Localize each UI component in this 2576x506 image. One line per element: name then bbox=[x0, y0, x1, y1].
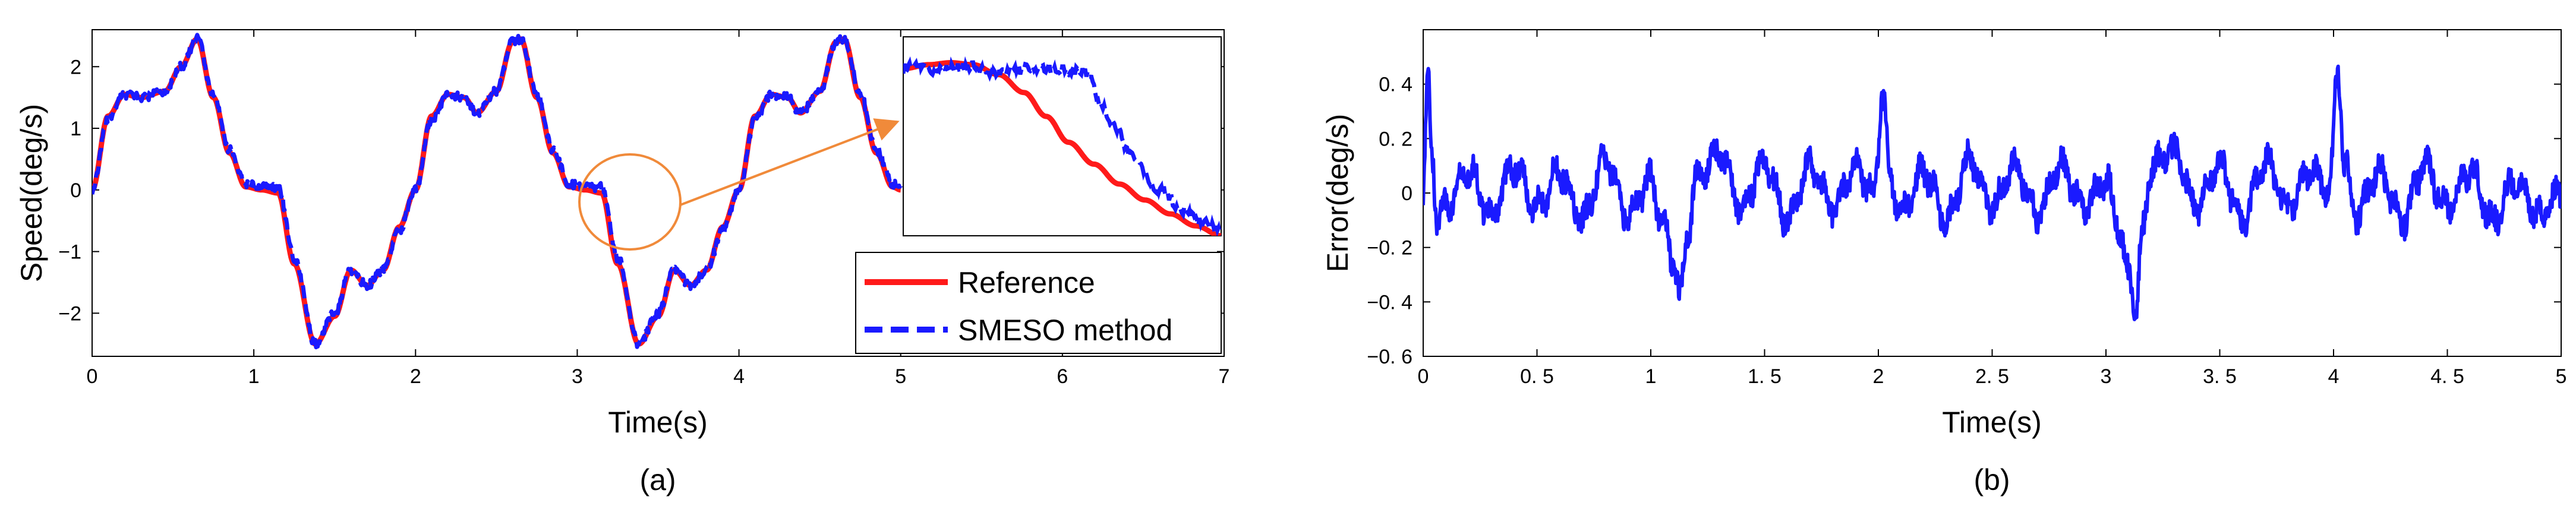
y-tick-label: −1 bbox=[58, 241, 81, 264]
x-tick-label: 2 bbox=[410, 365, 421, 388]
plot-a-lines bbox=[92, 33, 903, 350]
y-tick-label: 0. 4 bbox=[1379, 74, 1412, 96]
plot-a-caption: (a) bbox=[639, 463, 676, 496]
x-tick-label: 3. 5 bbox=[2203, 365, 2237, 388]
x-tick-label: 3 bbox=[572, 365, 583, 388]
y-tick-label: −2 bbox=[58, 302, 81, 325]
x-tick-label: 0. 5 bbox=[1520, 365, 1554, 388]
plot-b-caption: (b) bbox=[1973, 463, 2010, 496]
legend-reference-label: Reference bbox=[958, 266, 1095, 299]
x-tick-label: 4. 5 bbox=[2430, 365, 2464, 388]
error-series-line bbox=[1423, 64, 2561, 321]
legend-box bbox=[855, 252, 1222, 354]
y-tick-label: −0. 2 bbox=[1367, 237, 1412, 260]
x-tick-label: 2. 5 bbox=[1975, 365, 2009, 388]
y-tick-label: 0 bbox=[70, 179, 81, 202]
legend-smeso-label: SMESO method bbox=[958, 314, 1172, 347]
y-tick-label: −0. 4 bbox=[1367, 291, 1412, 314]
y-tick-label: 2 bbox=[70, 56, 81, 78]
y-tick-label: −0. 6 bbox=[1367, 346, 1412, 368]
inset-smeso-line bbox=[903, 54, 1221, 236]
y-tick-label: 0 bbox=[1401, 182, 1412, 205]
x-tick-label: 1. 5 bbox=[1748, 365, 1782, 388]
plot-b-xlabel: Time(s) bbox=[1942, 406, 2042, 439]
plot-a-ylabel: Speed(deg/s) bbox=[15, 104, 48, 282]
plot-b-ylabel: Error(deg/s) bbox=[1321, 114, 1354, 273]
y-tick-label: 0. 2 bbox=[1379, 128, 1412, 150]
smeso-series-line bbox=[92, 33, 903, 350]
x-tick-label: 7 bbox=[1219, 365, 1230, 388]
y-tick-label: 1 bbox=[70, 118, 81, 140]
x-tick-label: 1 bbox=[1645, 365, 1657, 388]
x-tick-label: 4 bbox=[733, 365, 745, 388]
inset-lines bbox=[903, 54, 1221, 236]
x-tick-label: 2 bbox=[1873, 365, 1884, 388]
x-tick-label: 6 bbox=[1057, 365, 1068, 388]
x-tick-label: 4 bbox=[2328, 365, 2339, 388]
inset-reference-line bbox=[903, 60, 1221, 236]
plot-b-lines bbox=[1423, 64, 2561, 321]
zoom-circle bbox=[578, 153, 682, 251]
plot-a-xlabel: Time(s) bbox=[608, 406, 708, 439]
x-tick-label: 5 bbox=[895, 365, 906, 388]
x-tick-label: 0 bbox=[87, 365, 98, 388]
plot-a-ticks: 0 1 2 3 4 5 6 7 −2 −1 0 1 2 bbox=[58, 30, 1229, 388]
x-tick-label: 5 bbox=[2556, 365, 2567, 388]
x-tick-label: 1 bbox=[248, 365, 260, 388]
x-tick-label: 0 bbox=[1418, 365, 1429, 388]
plot-b: 0 0. 5 1 1. 5 2 2. 5 3 3. 5 4 4. 5 5 −0. 6 −0. 4 −0. … bbox=[1321, 29, 2567, 496]
legend: Reference SMESO method bbox=[855, 252, 1222, 354]
plot-a: 0 1 2 3 4 5 6 7 −2 −1 0 1 2 Reference SMESO method T… bbox=[15, 29, 1229, 496]
zoom-arrow bbox=[680, 118, 900, 206]
x-tick-label: 3 bbox=[2101, 365, 2112, 388]
